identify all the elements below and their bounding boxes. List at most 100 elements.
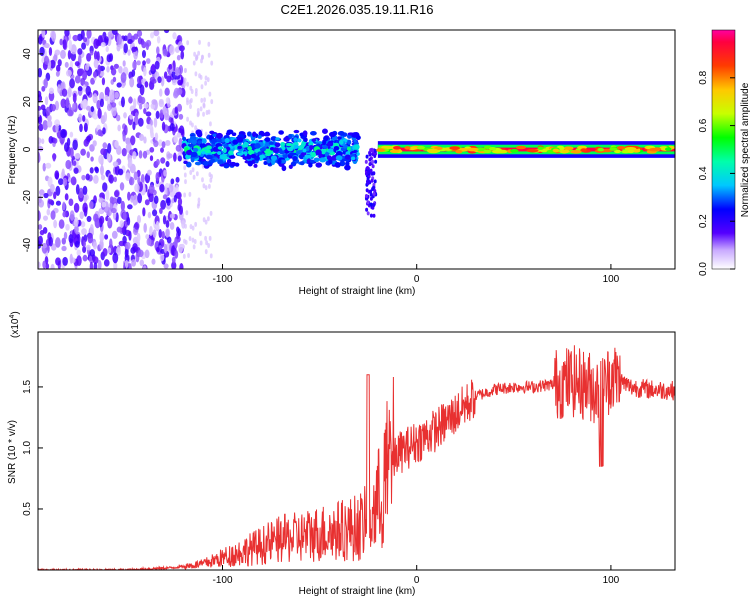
- spectrogram-cell: [131, 46, 138, 52]
- spectrogram-cell: [132, 199, 137, 206]
- spectrogram-cell: [125, 172, 131, 182]
- spectrogram-cell: [166, 153, 173, 159]
- spectrogram-cell: [72, 92, 77, 104]
- spectrogram-cell: [72, 160, 77, 166]
- spectrogram-cell: [145, 58, 151, 64]
- spectrogram-cell: [254, 143, 261, 149]
- spectrogram-cell: [38, 123, 44, 132]
- spectrogram-cell: [92, 113, 99, 120]
- spectrogram-cell: [144, 249, 150, 259]
- spectrogram-cell: [100, 165, 104, 176]
- spectrogram-cell: [192, 60, 196, 66]
- spectrogram-cell: [624, 146, 637, 151]
- spectrogram-cell: [253, 163, 258, 168]
- spectrogram-cell: [372, 171, 376, 176]
- spectrogram-cell: [127, 157, 133, 167]
- spectrogram-cell: [38, 152, 41, 163]
- spectrogram-cell: [58, 178, 64, 186]
- spectrogram-cell: [100, 174, 106, 181]
- spectrogram-cell: [109, 89, 115, 101]
- spectrogram-cell: [60, 82, 65, 90]
- spectrogram-cell: [176, 103, 183, 112]
- spectrogram-cell: [665, 147, 672, 151]
- spectrogram-cell: [207, 242, 211, 248]
- spectrogram-cell: [67, 109, 74, 117]
- spectrogram-cell: [160, 147, 164, 153]
- spectrogram-ytick-label: 0: [22, 146, 33, 152]
- spectrogram-cell: [50, 184, 55, 193]
- spectrogram-cell: [293, 129, 300, 134]
- spectrogram-cell: [146, 123, 152, 130]
- spectrogram-xticks: -100 0 100: [212, 264, 620, 285]
- spectrogram-cell: [178, 45, 185, 52]
- spectrogram-cell: [109, 196, 114, 204]
- spectrogram-cell: [112, 252, 119, 264]
- spectrogram-cell: [369, 148, 373, 153]
- spectrogram-cell: [138, 150, 143, 159]
- spectrogram-cell: [165, 228, 170, 238]
- spectrogram-cell: [300, 152, 307, 156]
- spectrogram-cell: [116, 226, 123, 233]
- spectrogram-cell: [96, 99, 101, 110]
- spectrogram-cell: [93, 262, 98, 269]
- spectrogram-cell: [60, 128, 67, 139]
- spectrogram-cell: [119, 220, 124, 228]
- spectrogram-cell: [160, 157, 166, 164]
- spectrogram-cell: [321, 144, 327, 148]
- spectrogram-cell: [320, 148, 327, 155]
- spectrogram-cell: [148, 192, 154, 203]
- spectrogram-cell: [258, 130, 265, 137]
- spectrogram-cell: [367, 169, 371, 174]
- spectrogram-cell: [309, 145, 314, 151]
- spectrogram-cell: [62, 39, 67, 50]
- spectrogram-cell: [86, 30, 92, 39]
- spectrogram-cell: [197, 111, 200, 117]
- spectrogram-cell: [186, 40, 190, 46]
- spectrogram-cell: [322, 128, 328, 134]
- spectrogram-cell: [90, 156, 94, 162]
- spectrogram-cell: [105, 189, 110, 201]
- spectrogram-cell: [335, 155, 343, 161]
- spectrogram-cell: [308, 142, 314, 146]
- spectrogram-cell: [315, 162, 323, 168]
- spectrogram-cell: [127, 49, 131, 56]
- spectrogram-cell: [162, 48, 168, 57]
- spectrogram-cell: [173, 152, 177, 162]
- snr-scale-label: (x104): [9, 311, 21, 338]
- spectrogram-cell: [98, 207, 103, 214]
- spectrogram-cell: [102, 142, 108, 149]
- spectrogram-cell: [112, 76, 117, 83]
- spectrogram-cell: [202, 111, 205, 117]
- spectrogram-cell: [67, 49, 72, 60]
- spectrogram-cell: [97, 129, 103, 137]
- spectrogram-cell: [350, 156, 356, 161]
- spectrogram-cell: [145, 111, 152, 117]
- spectrogram-cell: [537, 146, 544, 150]
- snr-yticks: 0.5 1.0 1.5: [22, 380, 43, 516]
- spectrogram-cell: [50, 210, 56, 220]
- spectrogram-cell: [62, 256, 68, 266]
- spectrogram-cell: [166, 197, 171, 206]
- spectrogram-cell: [97, 259, 102, 269]
- spectrogram-cell: [93, 213, 99, 223]
- spectrogram-cell: [68, 39, 73, 51]
- spectrogram-cell: [70, 44, 77, 55]
- spectrogram-cell: [127, 204, 133, 210]
- spectrogram-cell: [59, 38, 63, 46]
- spectrogram-cell: [201, 138, 207, 145]
- spectrogram-cell: [77, 48, 83, 56]
- spectrogram-ytick-label: -20: [22, 190, 33, 205]
- spectrogram-cell: [93, 50, 98, 61]
- spectrogram-cell: [319, 157, 327, 163]
- spectrogram-cell: [38, 195, 42, 204]
- spectrogram-cell: [77, 86, 83, 92]
- spectrogram-cell: [113, 176, 118, 183]
- spectrogram-cell: [46, 208, 51, 216]
- spectrogram-cell: [45, 263, 50, 269]
- spectrogram-cell: [188, 191, 192, 197]
- spectrogram-cell: [194, 161, 202, 166]
- spectrogram-cell: [111, 105, 117, 117]
- spectrogram-cell: [99, 239, 104, 250]
- spectrogram-cell: [147, 169, 152, 176]
- spectrogram-cell: [270, 155, 278, 161]
